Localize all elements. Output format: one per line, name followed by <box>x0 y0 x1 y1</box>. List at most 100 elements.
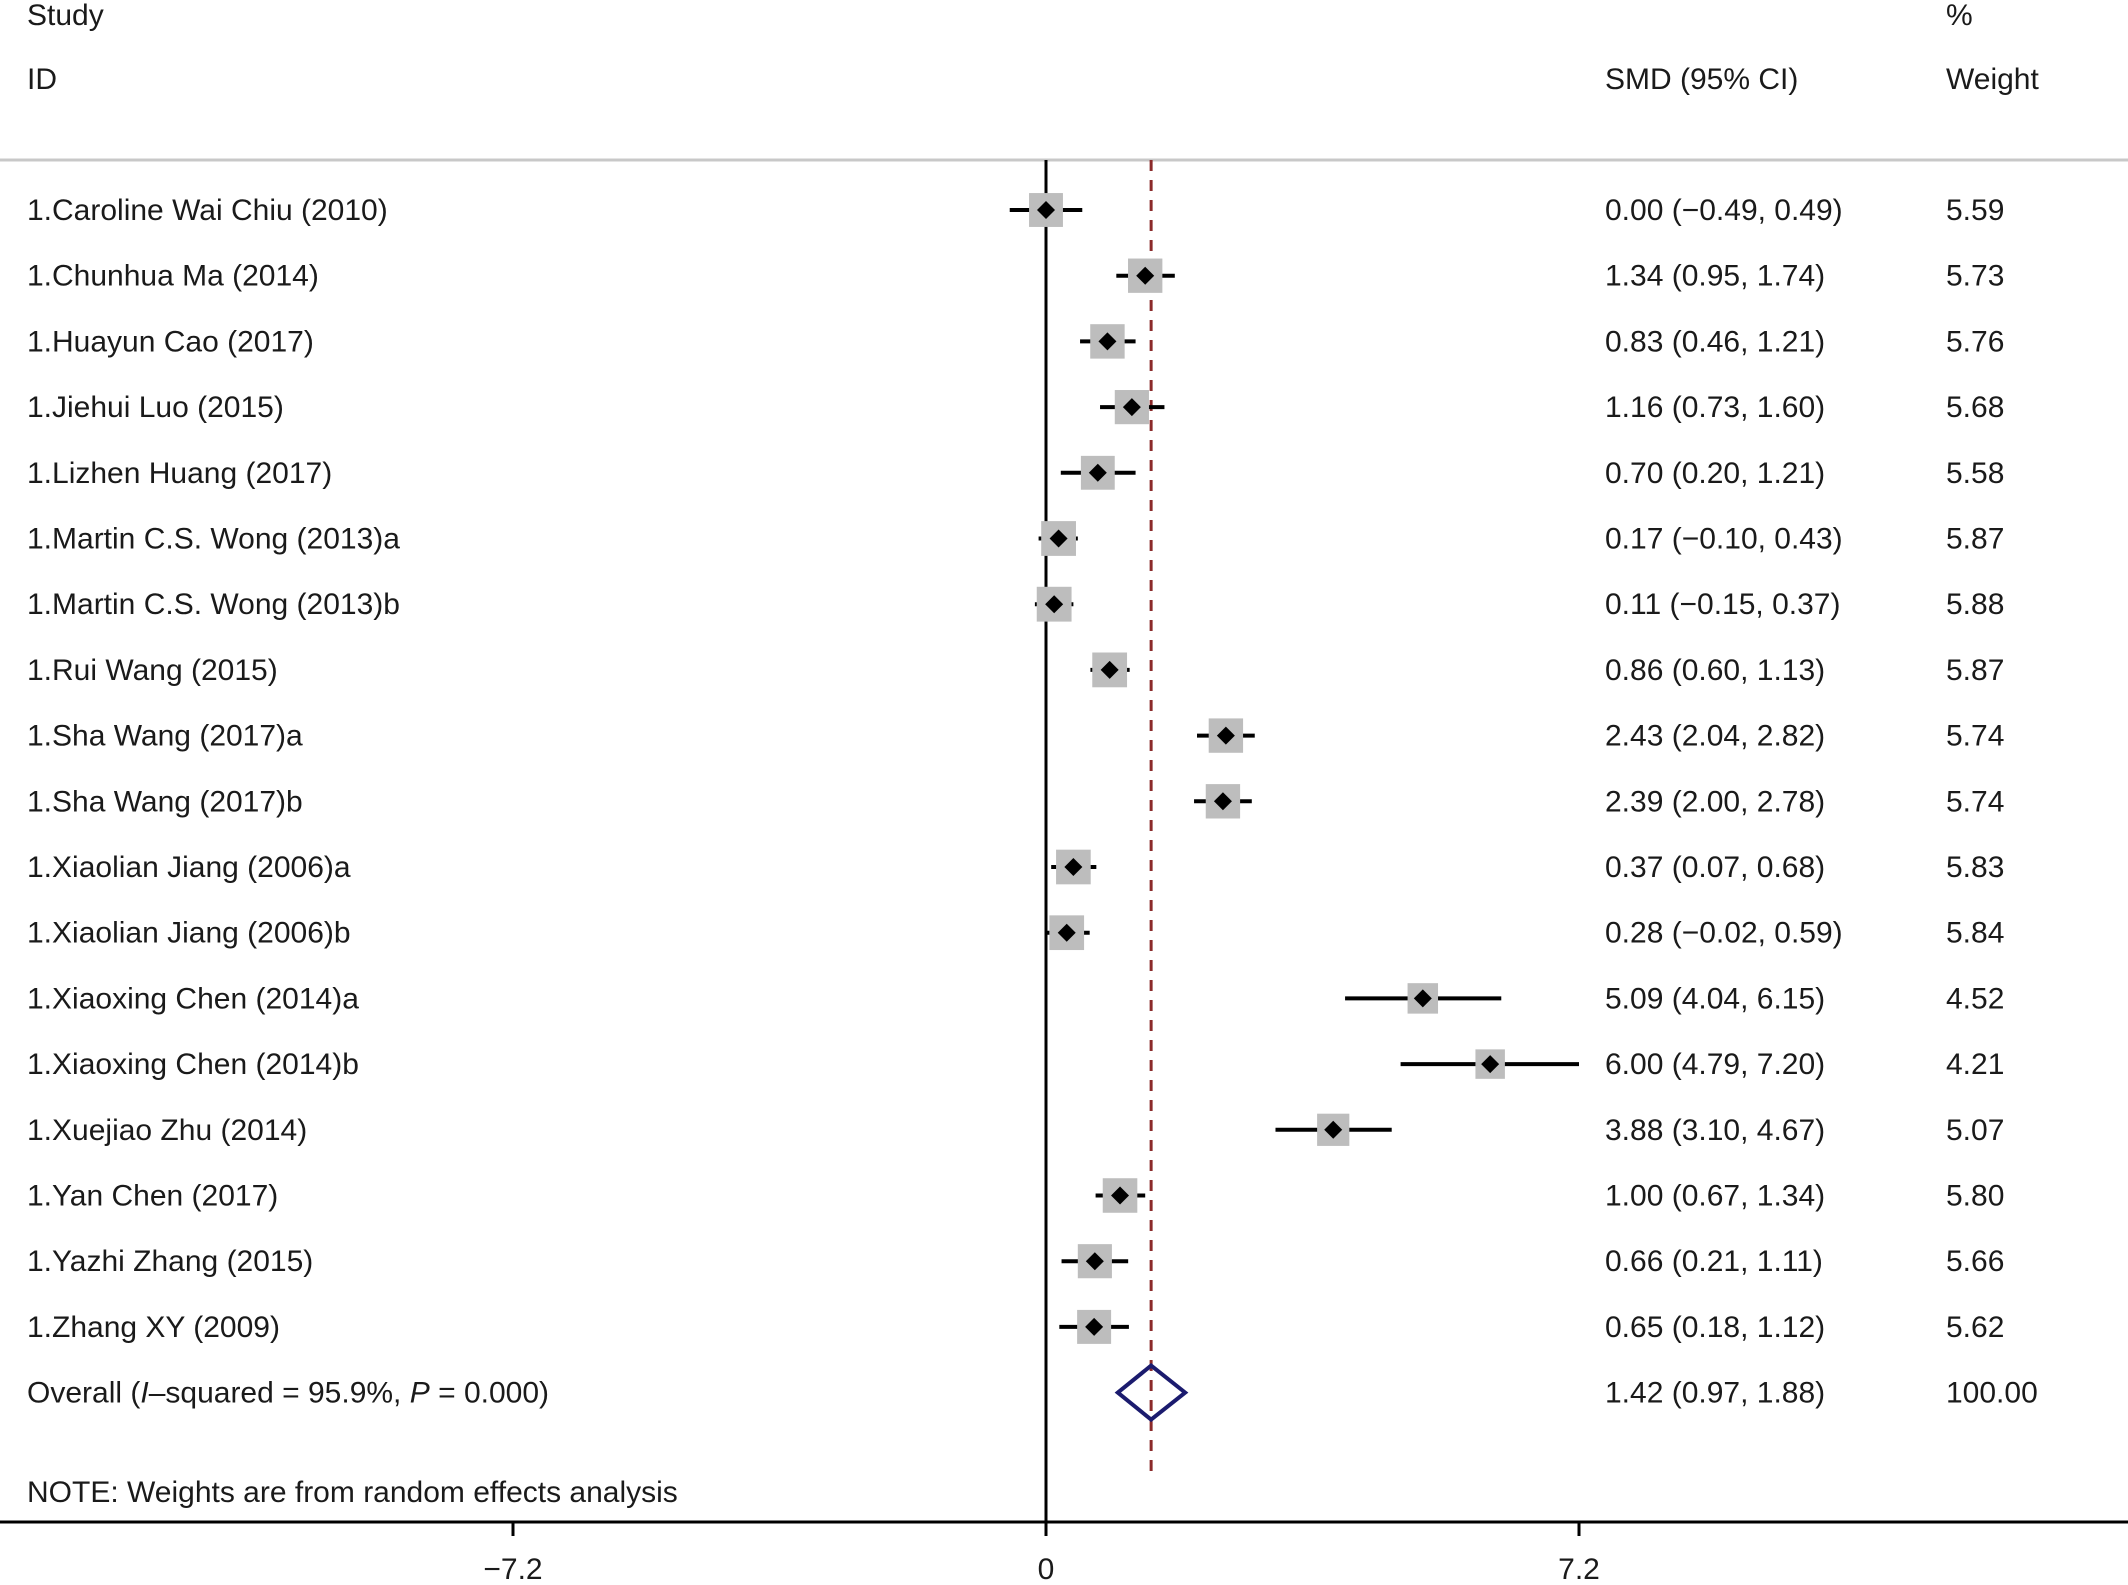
study-weight: 5.76 <box>1946 325 2004 358</box>
study-point-estimate <box>1064 858 1083 876</box>
study-ci-text: 0.83 (0.46, 1.21) <box>1605 325 1825 358</box>
study-point-estimate <box>1122 398 1141 417</box>
study-point-estimate <box>1098 332 1117 351</box>
study-point-estimate <box>1049 529 1068 548</box>
study-row: 1.Huayun Cao (2017) 0.83 (0.46, 1.21) 5.76 <box>27 324 2004 359</box>
study-row: 1.Jiehui Luo (2015) 1.16 (0.73, 1.60) 5.68 <box>27 390 2004 425</box>
study-ci-text: 2.43 (2.04, 2.82) <box>1605 720 1825 753</box>
study-weight: 5.73 <box>1946 260 2004 293</box>
study-ci-text: 0.17 (−0.10, 0.43) <box>1605 523 1843 556</box>
study-point-estimate <box>1213 792 1232 811</box>
overall-ci-text: 1.42 (0.97, 1.88) <box>1605 1377 1825 1410</box>
study-label: 1.Huayun Cao (2017) <box>27 325 314 358</box>
overall-diamond <box>1114 1363 1189 1423</box>
header-effect-label: SMD (95% CI) <box>1605 63 1798 96</box>
study-label: 1.Xiaoxing Chen (2014)a <box>27 982 359 1015</box>
study-label: 1.Xiaoxing Chen (2014)b <box>27 1048 359 1081</box>
study-row: 1.Chunhua Ma (2014) 1.34 (0.95, 1.74) 5.73 <box>27 258 2004 293</box>
study-point-estimate <box>1045 595 1064 614</box>
study-row: 1.Xiaoxing Chen (2014)a 5.09 (4.04, 6.15)… <box>27 982 2004 1015</box>
study-ci-text: 0.86 (0.60, 1.13) <box>1605 654 1825 687</box>
study-ci-text: 3.88 (3.10, 4.67) <box>1605 1114 1825 1147</box>
study-point-estimate <box>1216 726 1235 745</box>
overall-label-mid: –squared = 95.9%, <box>149 1377 410 1410</box>
study-ci-text: 5.09 (4.04, 6.15) <box>1605 982 1825 1015</box>
study-row: 1.Xiaoxing Chen (2014)b 6.00 (4.79, 7.20)… <box>27 1048 2004 1081</box>
study-label: 1.Jiehui Luo (2015) <box>27 391 284 424</box>
overall-label: Overall (I–squared = 95.9%, P = 0.000) <box>27 1377 549 1410</box>
study-label: 1.Xiaolian Jiang (2006)a <box>27 851 351 884</box>
x-tick-label: 7.2 <box>1558 1553 1600 1585</box>
overall-label-i: I <box>140 1377 148 1410</box>
x-tick-label: −7.2 <box>483 1553 542 1585</box>
study-weight: 5.88 <box>1946 588 2004 621</box>
overall-label-suffix: = 0.000) <box>430 1377 549 1410</box>
study-ci-text: 0.70 (0.20, 1.21) <box>1605 457 1825 490</box>
study-weight: 4.52 <box>1946 982 2004 1015</box>
study-row: 1.Rui Wang (2015) 0.86 (0.60, 1.13) 5.87 <box>27 652 2004 688</box>
study-point-estimate <box>1111 1186 1130 1205</box>
study-row: 1.Xuejiao Zhu (2014) 3.88 (3.10, 4.67) 5.0… <box>27 1113 2004 1147</box>
study-row: 1.Yan Chen (2017) 1.00 (0.67, 1.34) 5.80 <box>27 1178 2004 1213</box>
x-axis-ticks: −7.2 0 7.2 <box>483 1522 1600 1585</box>
study-rows: 1.Caroline Wai Chiu (2010) 0.00 (−0.49, 0… <box>27 193 2004 1344</box>
study-label: 1.Chunhua Ma (2014) <box>27 260 319 293</box>
study-weight: 5.07 <box>1946 1114 2004 1147</box>
study-label: 1.Xiaolian Jiang (2006)b <box>27 917 351 950</box>
study-row: 1.Xiaolian Jiang (2006)b 0.28 (−0.02, 0.5… <box>27 915 2004 951</box>
study-label: 1.Yazhi Zhang (2015) <box>27 1245 313 1278</box>
study-point-estimate <box>1324 1120 1343 1139</box>
overall-label-p: P <box>410 1377 430 1410</box>
study-label: 1.Caroline Wai Chiu (2010) <box>27 194 388 227</box>
study-point-estimate <box>1481 1055 1500 1074</box>
study-label: 1.Yan Chen (2017) <box>27 1180 278 1213</box>
study-ci-text: 0.65 (0.18, 1.12) <box>1605 1311 1825 1344</box>
study-row: 1.Yazhi Zhang (2015) 0.66 (0.21, 1.11) 5.6… <box>27 1244 2004 1279</box>
header-percent-label: % <box>1946 0 1973 32</box>
study-point-estimate <box>1085 1252 1104 1271</box>
weights-note: NOTE: Weights are from random effects an… <box>27 1476 678 1509</box>
study-weight: 5.80 <box>1946 1180 2004 1213</box>
study-point-estimate <box>1088 463 1107 482</box>
study-ci-text: 1.16 (0.73, 1.60) <box>1605 391 1825 424</box>
study-point-estimate <box>1136 266 1155 285</box>
header-study-label: Study <box>27 0 104 32</box>
study-ci-text: 1.00 (0.67, 1.34) <box>1605 1180 1825 1213</box>
study-ci-text: 0.11 (−0.15, 0.37) <box>1605 588 1840 621</box>
study-weight: 5.58 <box>1946 457 2004 490</box>
study-point-estimate <box>1037 201 1055 219</box>
study-row: 1.Sha Wang (2017)a 2.43 (2.04, 2.82) 5.74 <box>27 718 2004 753</box>
study-label: 1.Sha Wang (2017)a <box>27 720 303 753</box>
study-label: 1.Xuejiao Zhu (2014) <box>27 1114 307 1147</box>
study-point-estimate <box>1057 923 1076 942</box>
study-ci-text: 0.66 (0.21, 1.11) <box>1605 1245 1823 1278</box>
study-ci-text: 1.34 (0.95, 1.74) <box>1605 260 1825 293</box>
study-weight: 4.21 <box>1946 1048 2004 1081</box>
overall-weight: 100.00 <box>1946 1377 2038 1410</box>
study-row: 1.Xiaolian Jiang (2006)a 0.37 (0.07, 0.68… <box>27 849 2004 885</box>
header-weight-label: Weight <box>1946 63 2039 96</box>
study-weight: 5.84 <box>1946 917 2004 950</box>
study-point-estimate <box>1413 989 1432 1008</box>
study-row: 1.Martin C.S. Wong (2013)a 0.17 (−0.10, 0… <box>27 521 2004 556</box>
x-tick-label: 0 <box>1038 1553 1055 1585</box>
study-weight: 5.62 <box>1946 1311 2004 1344</box>
study-ci-text: 0.37 (0.07, 0.68) <box>1605 851 1825 884</box>
study-row: 1.Zhang XY (2009) 0.65 (0.18, 1.12) 5.62 <box>27 1309 2004 1344</box>
study-ci-text: 0.00 (−0.49, 0.49) <box>1605 194 1843 227</box>
study-label: 1.Rui Wang (2015) <box>27 654 278 687</box>
study-row: 1.Lizhen Huang (2017) 0.70 (0.20, 1.21) 5.… <box>27 455 2004 490</box>
study-weight: 5.68 <box>1946 391 2004 424</box>
study-ci-text: 0.28 (−0.02, 0.59) <box>1605 917 1843 950</box>
study-weight: 5.66 <box>1946 1245 2004 1278</box>
study-weight: 5.83 <box>1946 851 2004 884</box>
study-weight: 5.87 <box>1946 523 2004 556</box>
study-ci-text: 6.00 (4.79, 7.20) <box>1605 1048 1825 1081</box>
study-row: 1.Caroline Wai Chiu (2010) 0.00 (−0.49, 0… <box>27 193 2004 227</box>
study-label: 1.Zhang XY (2009) <box>27 1311 280 1344</box>
study-ci-text: 2.39 (2.00, 2.78) <box>1605 785 1825 818</box>
header-id-label: ID <box>27 63 57 96</box>
study-weight: 5.74 <box>1946 720 2004 753</box>
study-label: 1.Martin C.S. Wong (2013)a <box>27 523 400 556</box>
